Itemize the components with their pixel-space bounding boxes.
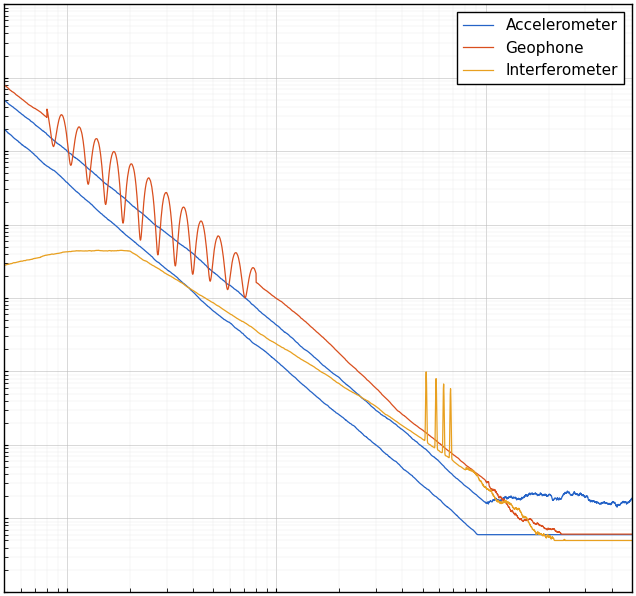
- Geophone: [408, 419, 416, 426]
- Interferometer: [377, 407, 385, 414]
- Interferometer: [469, 467, 476, 474]
- Interferometer: [1, 262, 8, 269]
- Geophone: [628, 530, 635, 538]
- Geophone: [240, 291, 248, 299]
- Interferometer: [628, 537, 635, 544]
- Interferometer: [240, 319, 248, 326]
- Accelerometer: [114, 190, 122, 197]
- Interferometer: [409, 429, 417, 436]
- Accelerometer: [240, 293, 248, 300]
- Accelerometer: [377, 411, 384, 418]
- Geophone: [1, 81, 8, 88]
- Legend: Accelerometer, Geophone, Interferometer: Accelerometer, Geophone, Interferometer: [457, 12, 624, 84]
- Accelerometer: [1, 96, 8, 103]
- Geophone: [377, 389, 384, 396]
- Interferometer: [117, 247, 125, 254]
- Accelerometer: [469, 488, 476, 495]
- Geophone: [114, 165, 122, 172]
- Accelerometer: [516, 496, 524, 504]
- Accelerometer: [628, 495, 635, 502]
- Interferometer: [114, 247, 122, 254]
- Line: Accelerometer: Accelerometer: [4, 100, 632, 507]
- Line: Interferometer: Interferometer: [4, 250, 632, 541]
- Accelerometer: [613, 504, 621, 511]
- Interferometer: [516, 508, 524, 515]
- Geophone: [558, 530, 565, 538]
- Geophone: [469, 466, 476, 473]
- Geophone: [516, 516, 524, 523]
- Interferometer: [551, 537, 558, 544]
- Line: Geophone: Geophone: [4, 85, 632, 534]
- Accelerometer: [408, 435, 416, 442]
